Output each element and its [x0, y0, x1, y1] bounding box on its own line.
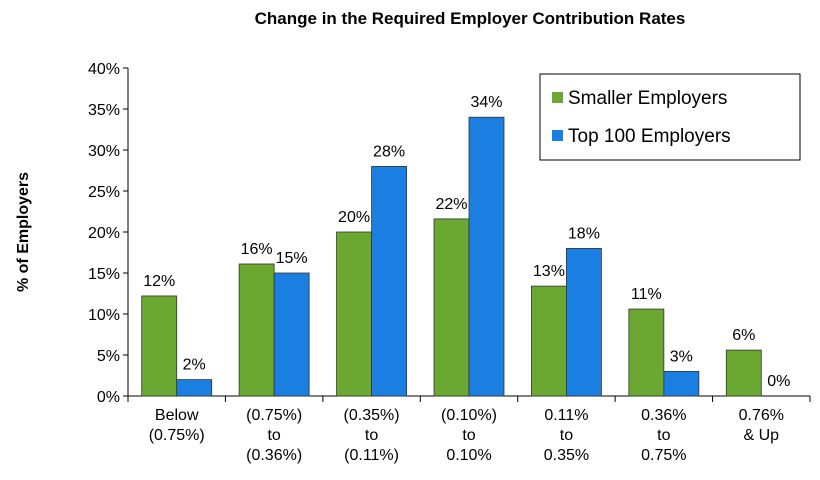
data-label: 0%: [767, 373, 790, 390]
x-tick-label-line: & Up: [743, 427, 779, 444]
y-tick-label: 35%: [88, 102, 120, 119]
bar: [336, 231, 372, 397]
x-tick-label-line: 0.35%: [544, 447, 589, 464]
legend-swatch: [552, 92, 563, 103]
legend-box: [539, 73, 801, 161]
data-label: 11%: [631, 286, 662, 303]
data-label: 15%: [276, 250, 308, 267]
data-label: 3%: [670, 348, 693, 365]
bar: [371, 165, 407, 397]
x-tick-label-line: to: [267, 427, 280, 444]
y-tick-label: 10%: [88, 307, 120, 324]
x-tick-label-line: (0.75%): [149, 427, 205, 444]
x-tick-label-line: 0.10%: [446, 447, 491, 464]
bar: [273, 272, 310, 397]
x-tick-label: (0.75%) to (0.36%): [246, 407, 302, 464]
legend-label: Smaller Employers: [568, 88, 727, 109]
data-label: 18%: [568, 225, 600, 242]
data-label: 13%: [533, 263, 565, 280]
x-tick-label: 0.11% to 0.35%: [544, 407, 589, 464]
bar: [468, 116, 505, 397]
x-tick-label: Below (0.75%): [149, 407, 205, 444]
data-label: 20%: [338, 209, 370, 226]
chart-title: Change in the Required Employer Contribu…: [255, 9, 686, 28]
x-tick-label: 0.36% to 0.75%: [641, 407, 686, 464]
legend-swatch: [552, 130, 563, 141]
y-tick-label: 0%: [97, 389, 120, 406]
legend-label: Top 100 Employers: [568, 126, 731, 147]
data-label: 2%: [183, 357, 206, 374]
bar: [531, 285, 567, 397]
bar: [725, 349, 762, 397]
data-label: 16%: [241, 241, 273, 258]
x-tick-label: 0.76% & Up: [739, 407, 784, 444]
x-tick-label-line: to: [560, 427, 573, 444]
bar: [628, 308, 665, 397]
bar: [176, 379, 213, 397]
x-tick-label-line: (0.35%): [344, 407, 400, 424]
bar: [566, 247, 602, 397]
y-tick-label: 25%: [88, 184, 120, 201]
data-label: 28%: [373, 143, 405, 160]
x-tick-label-line: (0.10%): [441, 407, 497, 424]
x-tick-label-line: 0.76%: [739, 407, 784, 424]
bar: [663, 370, 700, 397]
x-tick-label-line: to: [365, 427, 378, 444]
bar: [433, 218, 470, 397]
bar: [141, 295, 178, 397]
bar: [238, 263, 275, 397]
x-tick-label-line: (0.75%): [246, 407, 302, 424]
y-tick-label: 5%: [97, 348, 120, 365]
x-tick-label-line: Below: [155, 407, 199, 424]
y-tick-label: 20%: [88, 225, 120, 242]
y-tick-label: 30%: [88, 143, 120, 160]
data-label: 34%: [470, 94, 502, 111]
data-label: 6%: [732, 327, 755, 344]
y-tick-label: 40%: [88, 61, 120, 78]
data-label: 12%: [143, 273, 175, 290]
x-tick-label-line: 0.75%: [641, 447, 686, 464]
x-tick-label-line: to: [657, 427, 670, 444]
x-tick-label-line: 0.36%: [641, 407, 686, 424]
x-tick-label-line: to: [462, 427, 475, 444]
y-tick-label: 15%: [88, 266, 120, 283]
data-label: 22%: [435, 196, 467, 213]
x-tick-label-line: (0.11%): [344, 447, 399, 464]
x-tick-label-line: 0.11%: [544, 407, 588, 424]
x-tick-label: (0.35%) to (0.11%): [344, 407, 400, 464]
y-axis-label: % of Employers: [15, 172, 32, 292]
x-tick-label: (0.10%) to 0.10%: [441, 407, 497, 464]
x-tick-label-line: (0.36%): [246, 447, 302, 464]
